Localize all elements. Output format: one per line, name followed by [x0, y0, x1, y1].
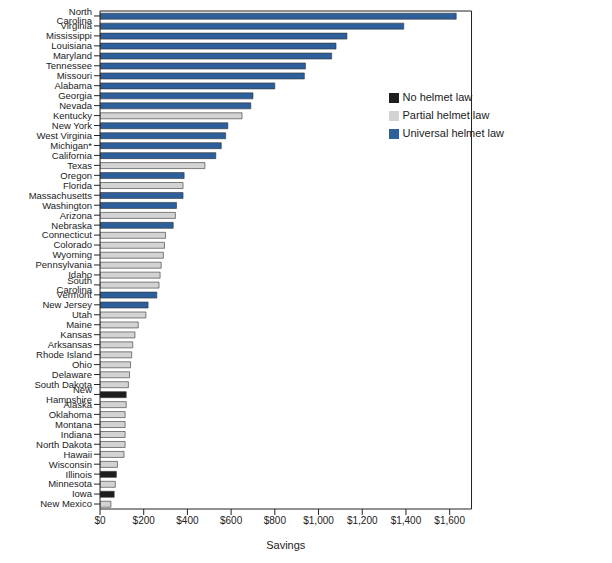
- svg-text:$0: $0: [94, 515, 106, 526]
- svg-text:Savings: Savings: [266, 539, 306, 551]
- svg-text:$600: $600: [220, 515, 243, 526]
- svg-text:$1,600: $1,600: [434, 515, 465, 526]
- svg-text:$200: $200: [133, 515, 156, 526]
- svg-text:$1,200: $1,200: [347, 515, 378, 526]
- svg-text:$800: $800: [264, 515, 287, 526]
- svg-text:$1,400: $1,400: [391, 515, 422, 526]
- svg-text:New Mexico: New Mexico: [40, 498, 92, 509]
- svg-text:$400: $400: [176, 515, 199, 526]
- svg-text:$1,000: $1,000: [303, 515, 334, 526]
